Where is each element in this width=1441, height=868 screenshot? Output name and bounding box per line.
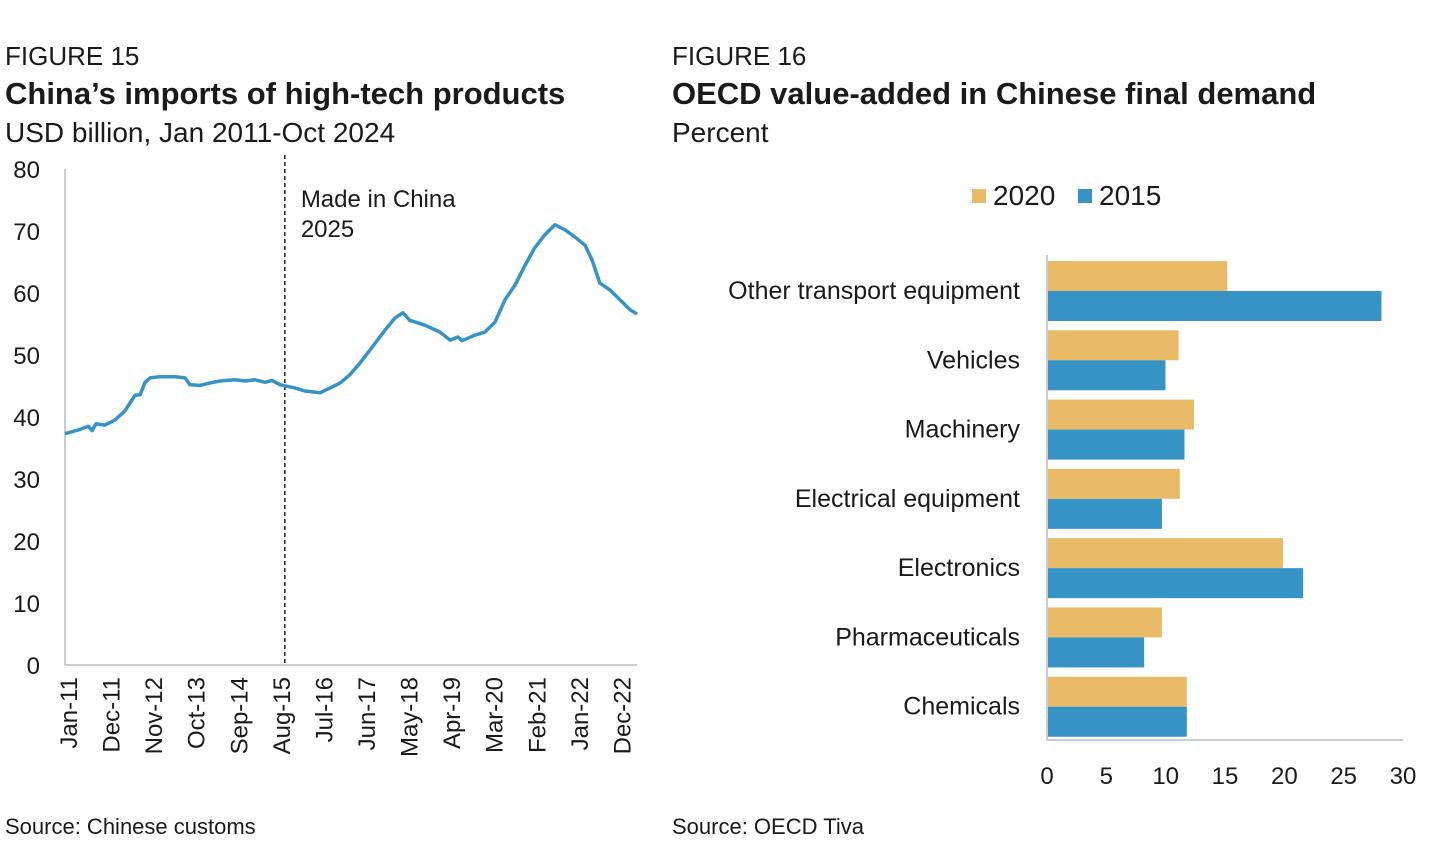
x-tick-label: Sep-14	[226, 677, 253, 754]
x-tick-label: Jan-11	[56, 677, 83, 749]
fig16-label: FIGURE 16	[672, 41, 806, 71]
fig15-subtitle: USD billion, Jan 2011-Oct 2024	[5, 117, 395, 148]
bar-2015	[1048, 291, 1382, 321]
y-tick-label: 30	[13, 467, 40, 494]
y-tick-label: 50	[13, 343, 40, 370]
x-tick-label: 10	[1152, 763, 1179, 790]
bar-2015	[1048, 429, 1185, 460]
x-tick-label: Dec-22	[609, 677, 636, 754]
bar-chart: 0 5 10 15 20 25 30 Other transport equipment Veh…	[728, 180, 1416, 790]
fig15-label: FIGURE 15	[5, 41, 139, 71]
x-tick-label: Jul-16	[311, 677, 338, 742]
x-tick-label: Oct-13	[184, 677, 211, 749]
bar-2020	[1048, 468, 1180, 499]
x-tick-label: Jan-22	[567, 677, 594, 750]
x-tick-label: 5	[1100, 763, 1113, 790]
bar-2020	[1048, 261, 1228, 291]
annotation-line1: Made in China	[301, 186, 456, 213]
category-label: Machinery	[905, 416, 1021, 444]
x-tick-label: 20	[1271, 763, 1298, 790]
category-label: Other transport equipment	[728, 277, 1020, 305]
category-label: Electrical equipment	[795, 485, 1020, 513]
bar-2015	[1048, 568, 1304, 599]
x-tick-label: 15	[1212, 763, 1239, 790]
y-tick-label: 40	[13, 405, 40, 432]
fig15-title: China’s imports of high-tech products	[5, 76, 565, 111]
category-label: Vehicles	[927, 346, 1020, 374]
y-tick-label: 20	[13, 529, 40, 556]
x-tick-label: Dec-11	[99, 677, 126, 753]
category-label: Electronics	[898, 554, 1020, 582]
x-tick-label: Mar-20	[482, 677, 509, 753]
legend-swatch-2020	[972, 189, 986, 203]
fig15-source: Source: Chinese customs	[5, 814, 256, 839]
bar-2020	[1048, 676, 1187, 707]
y-tick-label: 10	[13, 591, 40, 618]
x-tick-label: 30	[1390, 763, 1417, 790]
category-label: Chemicals	[903, 693, 1020, 721]
y-tick-label: 80	[13, 157, 40, 184]
x-tick-label: 0	[1040, 763, 1053, 790]
annotation-line2: 2025	[301, 216, 354, 243]
imports-series-line	[64, 223, 638, 436]
bar-2015	[1048, 360, 1166, 391]
bar-2020	[1048, 330, 1179, 361]
x-tick-label: Apr-19	[439, 677, 466, 749]
bar-2015	[1048, 706, 1187, 737]
fig16-subtitle: Percent	[672, 117, 769, 148]
category-label: Pharmaceuticals	[835, 623, 1020, 651]
x-tick-label: Aug-15	[269, 677, 296, 754]
x-tick-label: Feb-21	[524, 677, 551, 753]
bar-2020	[1048, 399, 1194, 430]
line-chart: 0 10 20 30 40 50 60 70 80 Jan-11 Dec-11 Nov-12 Oct-1…	[13, 155, 638, 757]
bar-2020	[1048, 607, 1162, 638]
bar-2020	[1048, 538, 1283, 569]
x-tick-label: Jun-17	[354, 677, 381, 750]
x-tick-label: 25	[1330, 763, 1357, 790]
fig16-title: OECD value-added in Chinese final demand	[672, 76, 1316, 111]
y-tick-label: 70	[13, 219, 40, 246]
x-tick-label: May-18	[397, 677, 424, 757]
legend-label-2015: 2015	[1099, 180, 1161, 211]
y-tick-label: 60	[13, 281, 40, 308]
bar-2015	[1048, 637, 1145, 668]
legend-swatch-2015	[1078, 189, 1092, 203]
y-tick-label: 0	[27, 653, 40, 680]
bar-2015	[1048, 498, 1162, 529]
fig16-source: Source: OECD Tiva	[672, 814, 865, 839]
legend-label-2020: 2020	[993, 180, 1055, 211]
x-tick-label: Nov-12	[141, 677, 168, 754]
